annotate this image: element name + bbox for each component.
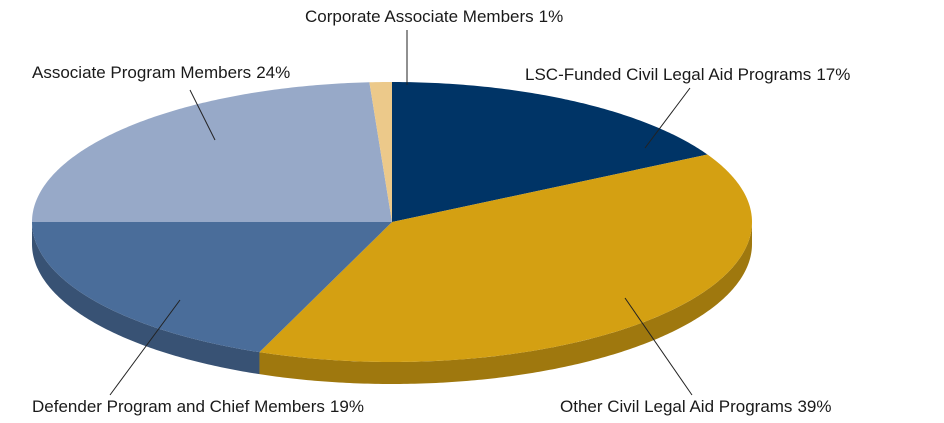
slice-value: 39% [797,397,831,416]
leader-line [644,87,691,149]
slice-value: 19% [330,397,364,416]
pie-side [259,222,752,384]
leader-line [109,299,181,396]
pie-sides [32,222,752,384]
pie-slice [32,222,392,353]
slice-label: Other Civil Legal Aid Programs 39% [560,397,831,416]
slice-value: 24% [256,63,290,82]
leader-line [624,297,693,396]
pie-slice [369,82,392,222]
slice-label: Associate Program Members 24% [32,63,290,82]
leader-line [189,89,216,141]
slice-label: Defender Program and Chief Members 19% [32,397,364,416]
slice-label: Corporate Associate Members 1% [305,7,563,26]
slice-value: 1% [539,7,564,26]
slice-label: LSC-Funded Civil Legal Aid Programs 17% [525,65,850,84]
pie-slice [392,82,708,222]
labels: LSC-Funded Civil Legal Aid Programs 17% Ot… [32,7,850,416]
pie-tops [32,82,752,362]
pie-side [32,222,260,375]
slice-name: Other Civil Legal Aid Programs [560,397,792,416]
pie-slice [259,154,752,362]
slice-name: Corporate Associate Members [305,7,534,26]
pie-slice [32,82,392,222]
slice-value: 17% [816,65,850,84]
slice-name: Defender Program and Chief Members [32,397,325,416]
slice-name: Associate Program Members [32,63,251,82]
slice-name: LSC-Funded Civil Legal Aid Programs [525,65,811,84]
